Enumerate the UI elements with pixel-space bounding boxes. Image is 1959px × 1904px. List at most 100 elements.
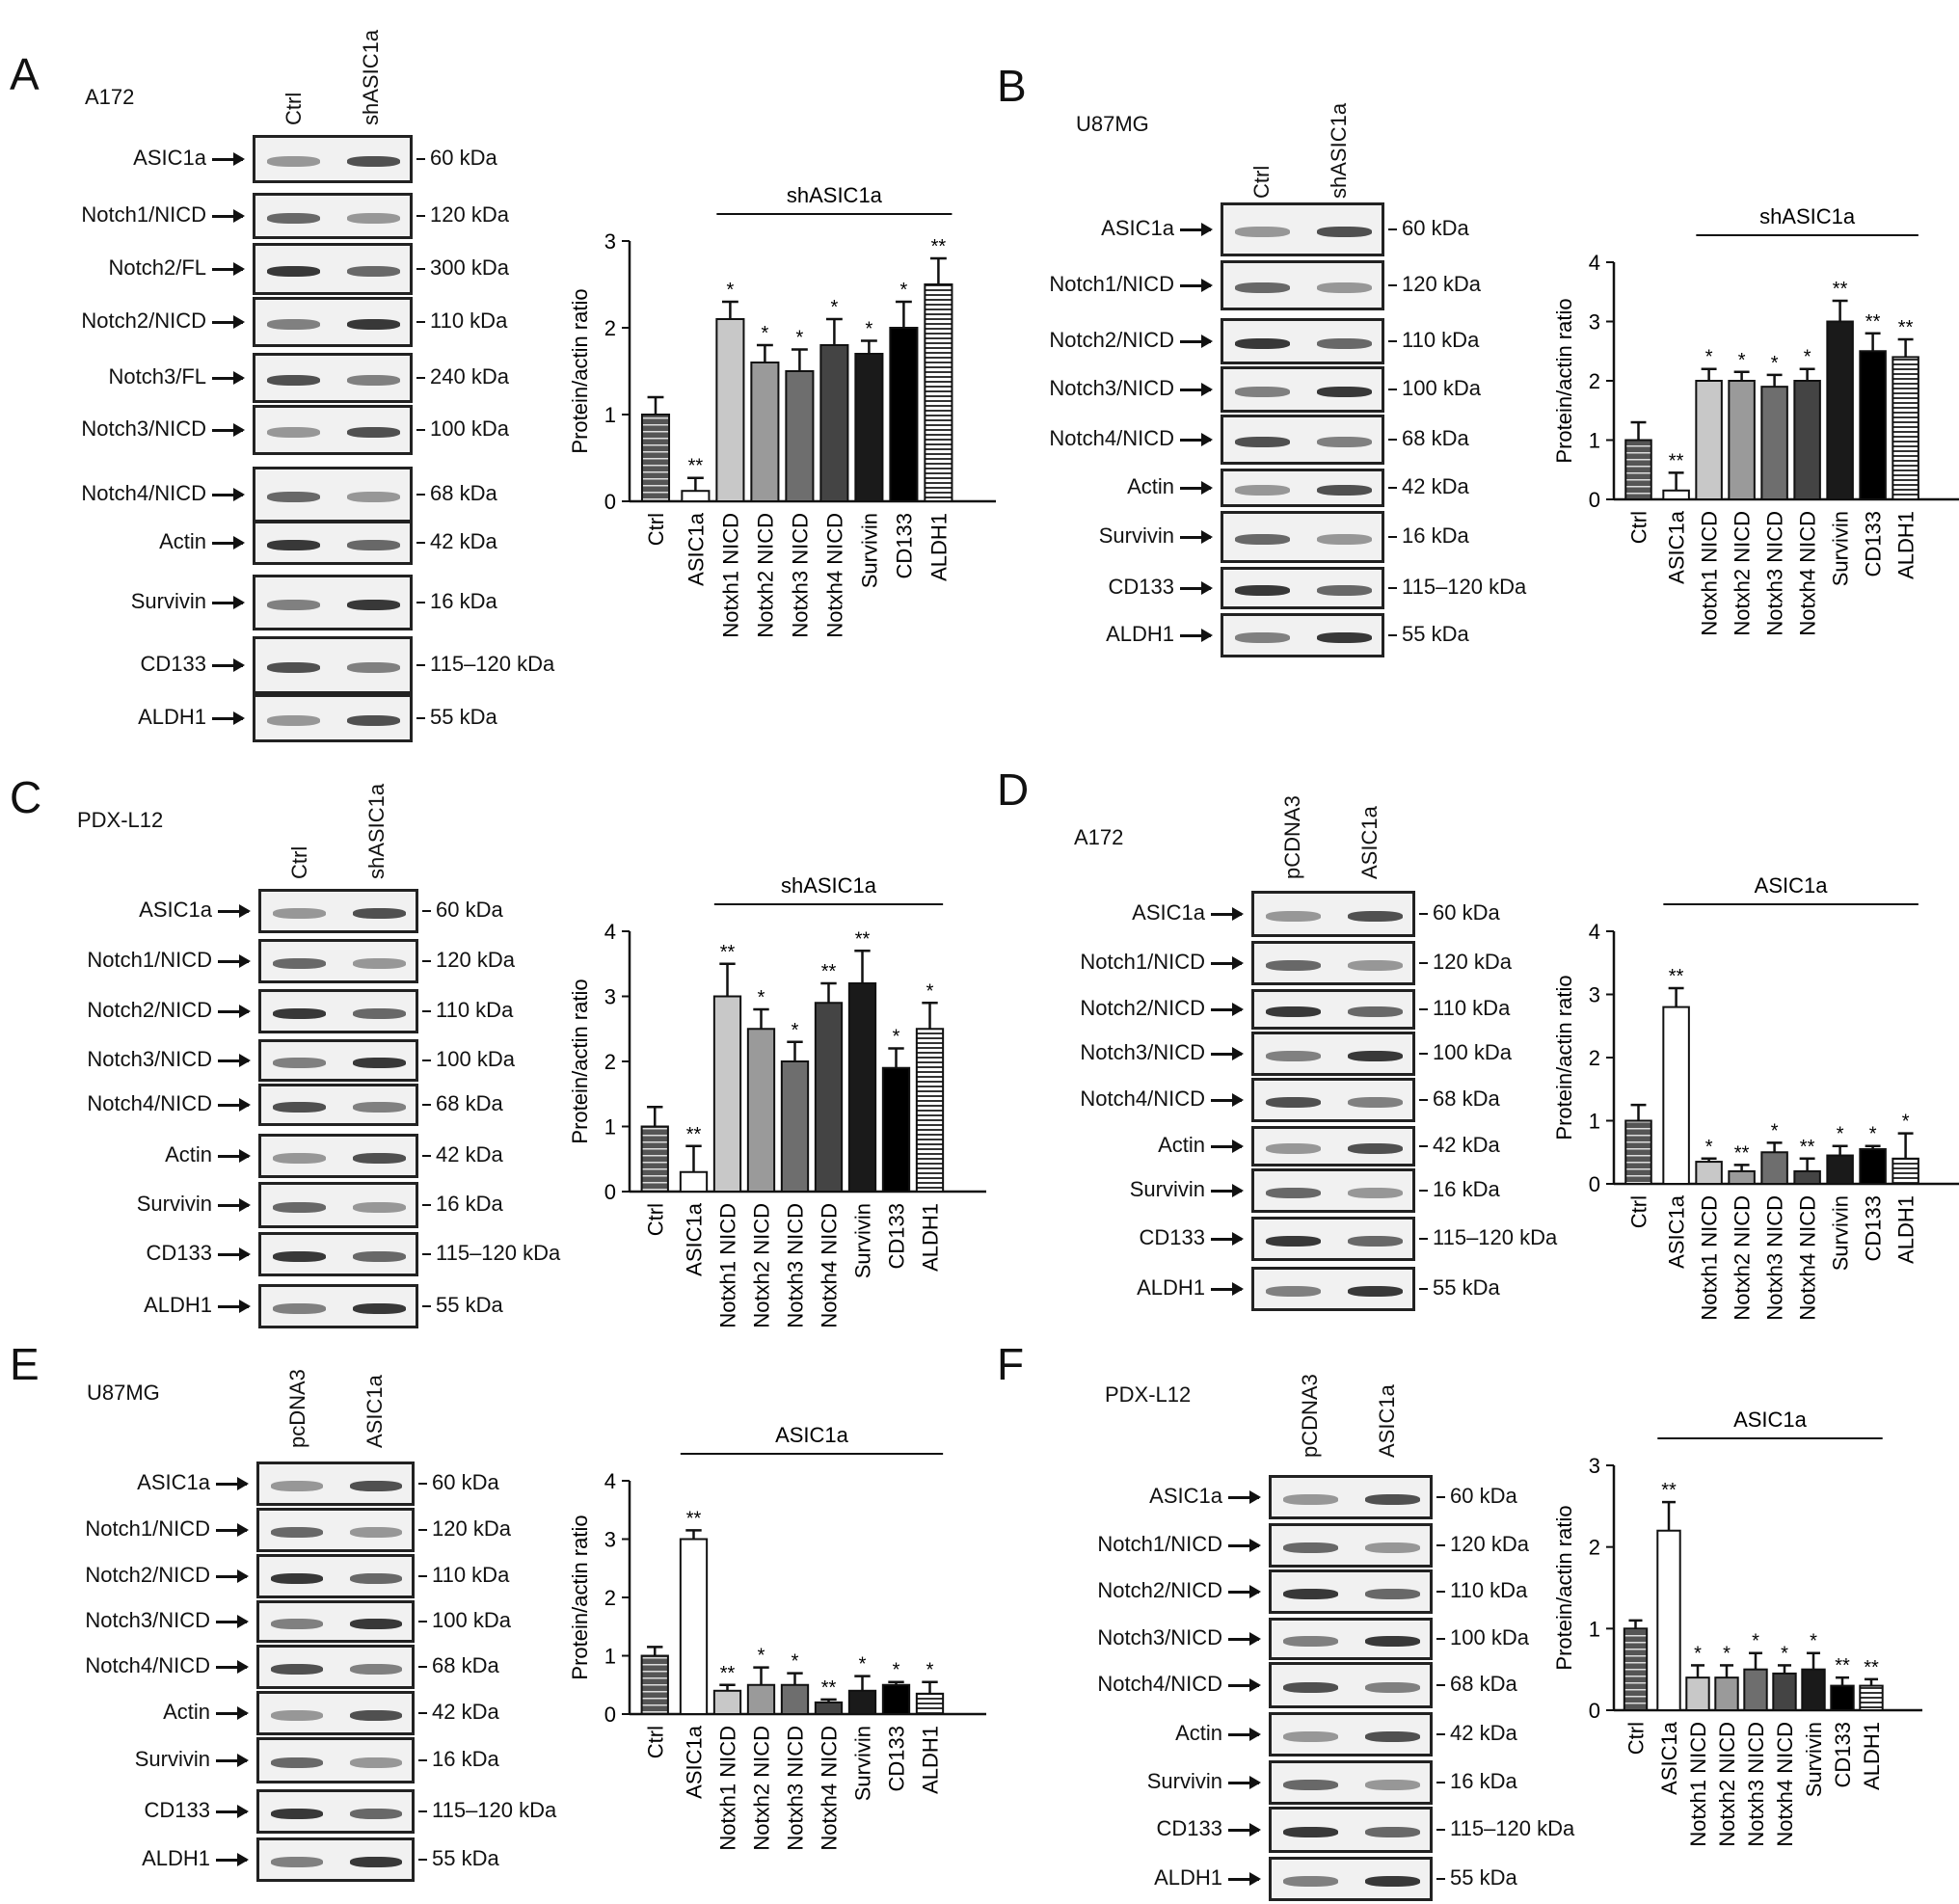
blot-strip [1221, 613, 1384, 657]
blot-strip [256, 1789, 415, 1834]
blot-band [1317, 632, 1372, 643]
arrow-icon [216, 1523, 249, 1537]
arrow-icon [216, 1615, 249, 1628]
blot-band [267, 266, 320, 277]
category-label: ASIC1a [1657, 1721, 1681, 1795]
y-tick-label: 2 [604, 1050, 616, 1074]
category-label: Notxh3 NICD [784, 1203, 808, 1328]
blot-band [271, 1527, 323, 1538]
significance-mark: * [893, 1660, 900, 1681]
kda-marker: 60 kDa [1419, 900, 1500, 925]
arrow-icon [1211, 1282, 1244, 1296]
kda-marker: 300 kDa [416, 255, 509, 280]
kda-marker: 120 kDa [422, 948, 515, 972]
category-label: Notxh2 NICD [1731, 511, 1755, 636]
bar [814, 1701, 844, 1715]
lane-label: shASIC1a [359, 29, 383, 125]
group-bracket-label: shASIC1a [787, 183, 883, 207]
category-label: Notxh3 NICD [1763, 511, 1787, 636]
bar [1760, 386, 1788, 500]
blot-band [273, 908, 326, 919]
blot-strip [256, 1691, 415, 1735]
bar [679, 1538, 709, 1715]
category-label: Notxh4 NICD [818, 1203, 842, 1328]
protein-label: CD133 [144, 1798, 210, 1822]
cell-line-label: A172 [85, 85, 135, 109]
category-label: CD133 [885, 1726, 909, 1791]
arrow-icon [216, 1569, 249, 1583]
blot-strip [1269, 1569, 1433, 1614]
bar [681, 490, 711, 503]
arrow-icon [212, 315, 245, 329]
blot-band [1348, 1143, 1403, 1154]
bar [847, 1689, 877, 1715]
cell-line-label: PDX-L12 [77, 808, 164, 832]
blot-band [353, 1102, 406, 1113]
bar [854, 353, 884, 502]
blot-band [1348, 1006, 1403, 1017]
blot-band [267, 319, 320, 330]
category-label: Notxh3 NICD [784, 1726, 808, 1851]
blot-band [1283, 1827, 1338, 1837]
category-label: Survivin [1829, 1195, 1853, 1271]
significance-mark: * [893, 1027, 900, 1048]
bar [1624, 1119, 1652, 1185]
blot-band [1348, 960, 1403, 971]
protein-label: ALDH1 [144, 1293, 212, 1317]
category-label: Notxh3 NICD [1763, 1195, 1787, 1321]
blot-strip [1251, 1217, 1415, 1261]
arrow-icon [1180, 530, 1213, 544]
arrow-icon [1228, 1776, 1261, 1789]
blot-band [1283, 1589, 1338, 1599]
arrow-icon [216, 1754, 249, 1767]
protein-label: Notch4/NICD [85, 1653, 210, 1677]
arrow-icon [1228, 1490, 1261, 1504]
blot-band [1235, 387, 1290, 397]
bar [1728, 380, 1756, 500]
protein-label: ALDH1 [142, 1846, 210, 1870]
protein-label: Actin [1127, 474, 1174, 498]
lane-label: Ctrl [287, 845, 311, 879]
arrow-icon [1228, 1585, 1261, 1598]
blot-band [271, 1481, 323, 1491]
arrow-icon [1228, 1539, 1261, 1552]
kda-marker: 55 kDa [422, 1293, 503, 1317]
bar [819, 344, 849, 502]
group-bracket-label: ASIC1a [1733, 1408, 1808, 1432]
category-label: Notxh2 NICD [750, 1726, 774, 1851]
blot-band [273, 1058, 326, 1068]
arrow-icon [212, 488, 245, 501]
bar [1826, 1154, 1854, 1185]
category-label: CD133 [1862, 511, 1886, 577]
bar [1714, 1676, 1739, 1711]
significance-mark: ** [720, 942, 736, 963]
blot-band [347, 715, 400, 726]
blot-band [1235, 485, 1290, 496]
arrow-icon [218, 1149, 251, 1163]
kda-marker: 42 kDa [1388, 474, 1469, 498]
protein-label: Survivin [136, 1192, 212, 1216]
significance-mark: ** [1865, 311, 1881, 333]
kda-marker: 115–120 kDa [421, 1241, 561, 1265]
protein-label: Notch3/NICD [81, 416, 206, 441]
significance-mark: * [1869, 1124, 1877, 1145]
blot-band [267, 715, 320, 726]
blot-band [350, 1527, 402, 1538]
y-tick-label: 0 [604, 490, 616, 514]
blot-strip [1251, 1078, 1415, 1122]
blot-band [1365, 1682, 1420, 1693]
blot-band [1348, 1236, 1403, 1247]
arrow-icon [1228, 1632, 1261, 1646]
protein-label: Actin [1158, 1133, 1205, 1157]
kda-marker: 110 kDa [417, 1563, 510, 1587]
significance-mark: * [758, 987, 765, 1008]
protein-label: ASIC1a [1149, 1484, 1222, 1508]
blot-band [1235, 338, 1290, 349]
significance-mark: * [1837, 1124, 1844, 1145]
blot-band [347, 600, 400, 610]
significance-mark: * [900, 280, 908, 301]
significance-mark: * [1738, 350, 1746, 371]
protein-label: ASIC1a [137, 1470, 210, 1494]
kda-marker: 60 kDa [422, 898, 503, 922]
